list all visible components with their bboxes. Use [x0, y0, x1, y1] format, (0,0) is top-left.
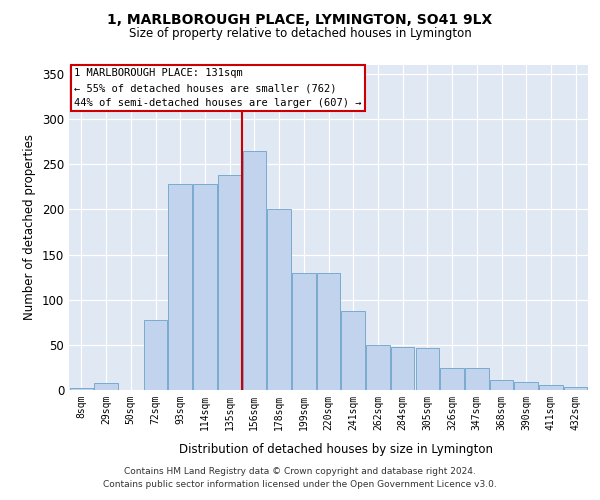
Bar: [366, 345, 389, 390]
Bar: [440, 368, 464, 390]
Bar: [317, 272, 340, 390]
Bar: [193, 184, 217, 390]
Bar: [490, 380, 513, 390]
Y-axis label: Number of detached properties: Number of detached properties: [23, 134, 37, 320]
Text: Distribution of detached houses by size in Lymington: Distribution of detached houses by size …: [179, 442, 493, 456]
Bar: [218, 175, 241, 390]
Bar: [564, 388, 587, 390]
Text: 1 MARLBOROUGH PLACE: 131sqm
← 55% of detached houses are smaller (762)
44% of se: 1 MARLBOROUGH PLACE: 131sqm ← 55% of det…: [74, 68, 362, 108]
Bar: [268, 210, 291, 390]
Bar: [292, 272, 316, 390]
Bar: [514, 382, 538, 390]
Bar: [169, 184, 192, 390]
Text: Size of property relative to detached houses in Lymington: Size of property relative to detached ho…: [128, 28, 472, 40]
Text: 1, MARLBOROUGH PLACE, LYMINGTON, SO41 9LX: 1, MARLBOROUGH PLACE, LYMINGTON, SO41 9L…: [107, 12, 493, 26]
Text: Contains public sector information licensed under the Open Government Licence v3: Contains public sector information licen…: [103, 480, 497, 489]
Bar: [94, 383, 118, 390]
Bar: [341, 310, 365, 390]
Bar: [144, 320, 167, 390]
Bar: [70, 388, 93, 390]
Bar: [539, 386, 563, 390]
Bar: [242, 151, 266, 390]
Bar: [416, 348, 439, 390]
Bar: [465, 368, 488, 390]
Text: Contains HM Land Registry data © Crown copyright and database right 2024.: Contains HM Land Registry data © Crown c…: [124, 467, 476, 476]
Bar: [391, 346, 415, 390]
